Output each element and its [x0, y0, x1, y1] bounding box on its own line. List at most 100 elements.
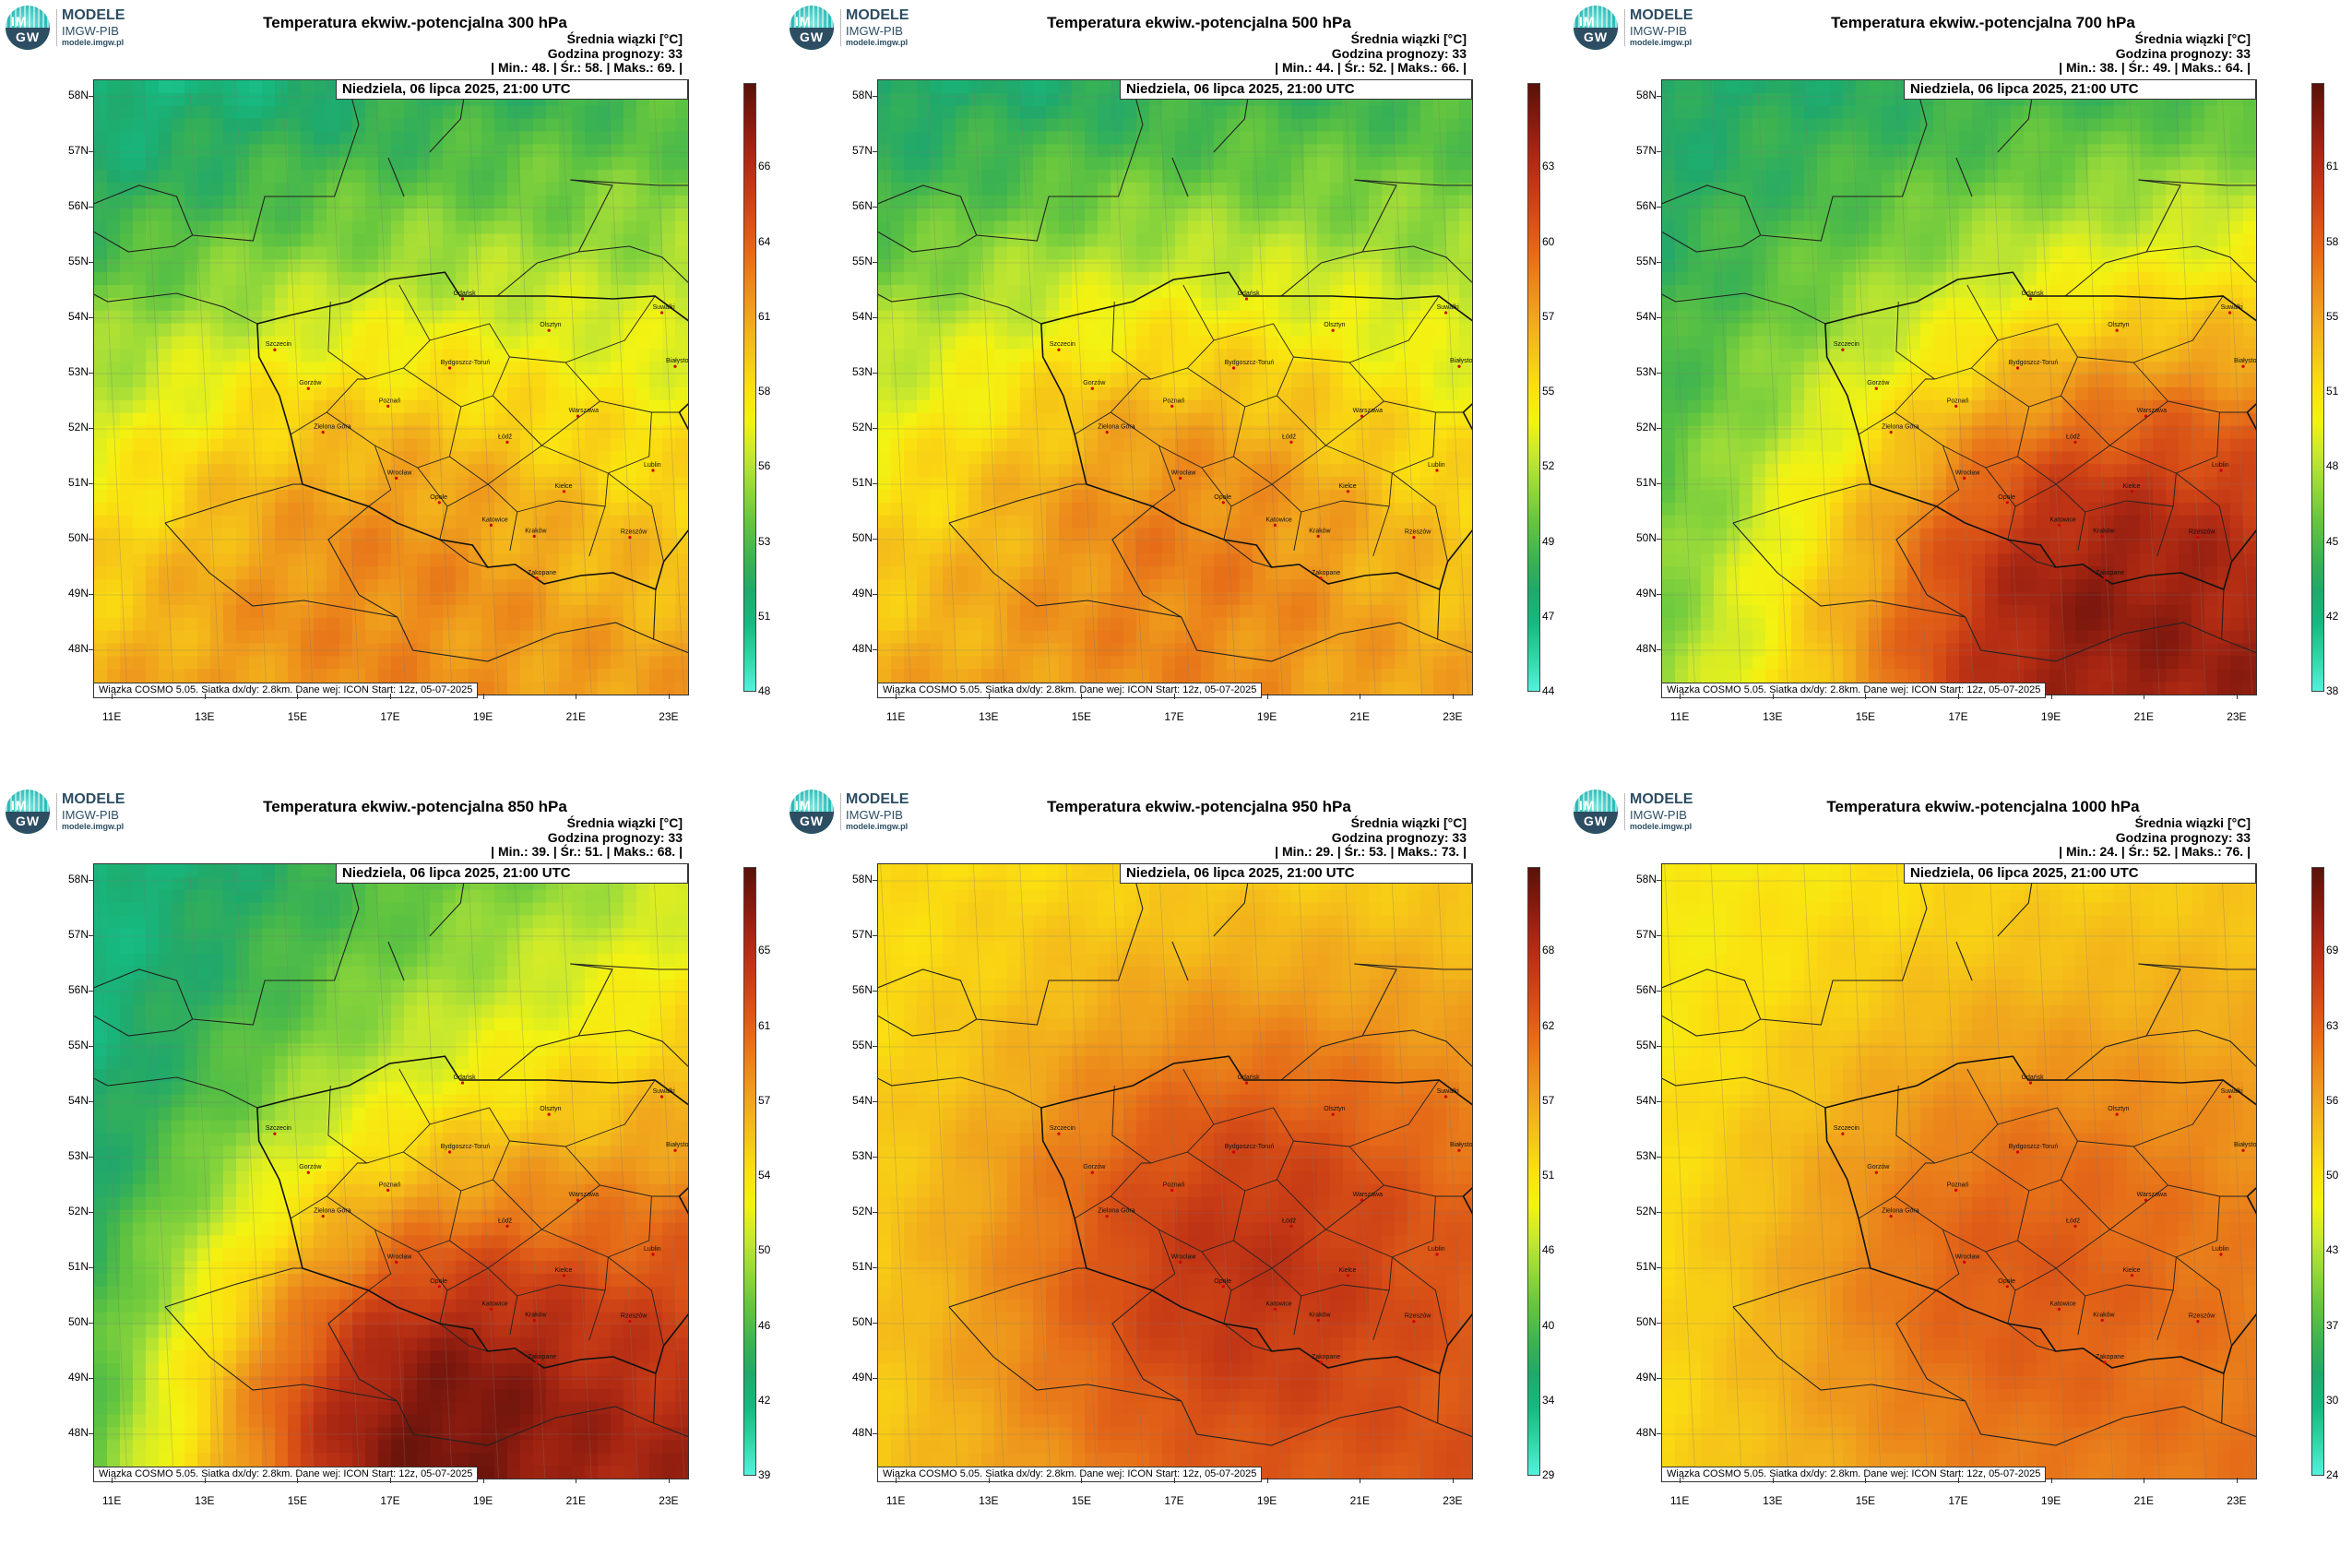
city-label: Kielce	[2123, 1267, 2141, 1274]
city-marker	[321, 1215, 325, 1218]
model-footer: Wiązka COSMO 5.05. Siatka dx/dy: 2.8km. …	[1661, 683, 2047, 698]
city-marker	[306, 1170, 310, 1174]
lon-label: 17E	[380, 710, 400, 723]
lat-label: 58N	[67, 873, 89, 885]
valid-date: Niedziela, 06 lipca 2025, 21:00 UTC	[1904, 863, 2256, 884]
city-marker	[1090, 1170, 1094, 1174]
colorbar-label: 51	[1542, 1169, 1555, 1182]
city-label: Bydgoszcz-Toruń	[1225, 1144, 1275, 1150]
logo-line1: MODELE	[1630, 791, 1693, 807]
city-label: Kielce	[555, 483, 573, 490]
colorbar-label: 47	[1542, 609, 1555, 623]
city-label: Katowice	[1265, 517, 1292, 523]
lat-label: 56N	[67, 983, 89, 996]
logo-line3: modele.imgw.pl	[1630, 38, 1693, 47]
colorbar-label: 68	[1542, 944, 1555, 957]
forecast-panel: IM GW MODELE IMGW-PIB modele.imgw.pl Temperat…	[1568, 784, 2352, 1568]
city-marker	[1331, 1112, 1335, 1116]
city-label: Białystok	[2234, 358, 2256, 364]
city-label: Poznań	[1163, 1182, 1185, 1188]
stats-line: | Min.: 44. | Śr.: 52. | Maks.: 66. |	[1275, 60, 1467, 75]
city-label: Rzeszów	[2189, 529, 2215, 536]
lat-label: 49N	[67, 587, 89, 600]
city-marker	[2241, 364, 2245, 368]
panel-title: Temperatura ekwiw.-potencjalna 950 hPa	[1047, 798, 1351, 815]
city-label: Kielce	[1339, 1267, 1357, 1274]
colorbar-label: 39	[758, 1468, 771, 1481]
lon-label: 19E	[1256, 710, 1277, 723]
city-label: Warszawa	[569, 408, 600, 414]
forecast-hour-label: Godzina prognozy: 33	[1331, 830, 1467, 845]
colorbar-label: 51	[2326, 385, 2339, 398]
city-label: Łódź	[1282, 1218, 1297, 1224]
colorbar-label: 48	[2326, 459, 2339, 473]
colorbar-label: 69	[2326, 944, 2339, 957]
lat-label: 53N	[851, 365, 873, 378]
logo-im: IM	[1579, 14, 1596, 29]
logo-line3: modele.imgw.pl	[62, 822, 125, 831]
colorbar-label: 61	[2326, 160, 2339, 173]
colorbar-label: 46	[758, 1318, 771, 1332]
lat-label: 50N	[851, 1315, 873, 1328]
model-footer: Wiązka COSMO 5.05. Siatka dx/dy: 2.8km. …	[93, 683, 479, 698]
city-label: Poznań	[1947, 1182, 1969, 1188]
logo-im: IM	[1579, 798, 1596, 813]
model-footer: Wiązka COSMO 5.05. Siatka dx/dy: 2.8km. …	[877, 683, 1263, 698]
colorbar-label: 50	[758, 1243, 771, 1257]
city-label: Gdańsk	[1238, 291, 1261, 297]
city-marker	[1841, 348, 1845, 351]
colorbar-label: 50	[2326, 1169, 2339, 1182]
lon-label: 15E	[1855, 710, 1876, 723]
logo-line3: modele.imgw.pl	[846, 38, 909, 47]
city-marker	[448, 366, 452, 370]
city-marker	[1232, 366, 1236, 370]
city-marker	[505, 1224, 509, 1228]
lat-label: 50N	[1635, 531, 1657, 544]
logo-im: IM	[11, 798, 28, 813]
city-label: Zielona Góra	[1882, 424, 1919, 431]
lon-label: 15E	[287, 710, 308, 723]
city-label: Wrocław	[387, 469, 413, 476]
city-label: Gdańsk	[454, 291, 477, 297]
city-label: Katowice	[2049, 517, 2076, 523]
panel-title: Temperatura ekwiw.-potencjalna 300 hPa	[263, 14, 567, 31]
city-marker	[1221, 1285, 1225, 1289]
city-marker	[660, 311, 664, 315]
city-marker	[1954, 404, 1958, 408]
city-marker	[1105, 431, 1109, 434]
city-marker	[1244, 297, 1249, 301]
forecast-panel: IM GW MODELE IMGW-PIB modele.imgw.pl Temperat…	[1568, 0, 2352, 784]
city-marker	[2103, 1360, 2107, 1364]
lon-label: 13E	[979, 710, 999, 723]
city-marker	[1444, 1095, 1448, 1099]
lat-label: 48N	[1635, 1426, 1657, 1439]
logo-im: IM	[795, 14, 812, 29]
logo-line2: IMGW-PIB	[846, 24, 903, 38]
lat-label: 49N	[67, 1371, 89, 1384]
lon-label: 19E	[2040, 710, 2061, 723]
city-label: Suwałki	[1437, 1088, 1460, 1095]
colorbar-label: 43	[2326, 1243, 2339, 1257]
city-marker	[1221, 501, 1225, 505]
city-marker	[532, 534, 536, 538]
lat-label: 50N	[1635, 1315, 1657, 1328]
city-marker	[1179, 1260, 1182, 1264]
lon-label: 23E	[659, 710, 679, 723]
valid-date: Niedziela, 06 lipca 2025, 21:00 UTC	[1120, 79, 1472, 100]
imgw-logo: IM GW MODELE IMGW-PIB modele.imgw.pl	[1574, 790, 1712, 836]
city-label: Opole	[430, 1278, 447, 1285]
city-marker	[460, 1081, 465, 1085]
city-marker	[651, 1253, 655, 1256]
imgw-emblem-icon: IM GW	[1574, 790, 1618, 834]
city-label: Poznań	[1163, 398, 1185, 404]
logo-line1: MODELE	[1630, 7, 1693, 23]
panel-title: Temperatura ekwiw.-potencjalna 850 hPa	[263, 798, 567, 815]
forecast-hour-label: Godzina prognozy: 33	[547, 830, 683, 845]
city-marker	[1057, 348, 1061, 351]
city-marker	[2028, 1081, 2033, 1085]
city-label: Suwałki	[2221, 1088, 2244, 1095]
city-label: Lublin	[2212, 462, 2229, 469]
city-label: Szczecin	[1050, 341, 1075, 348]
imgw-emblem-icon: IM GW	[6, 790, 50, 834]
city-marker	[1331, 328, 1335, 332]
